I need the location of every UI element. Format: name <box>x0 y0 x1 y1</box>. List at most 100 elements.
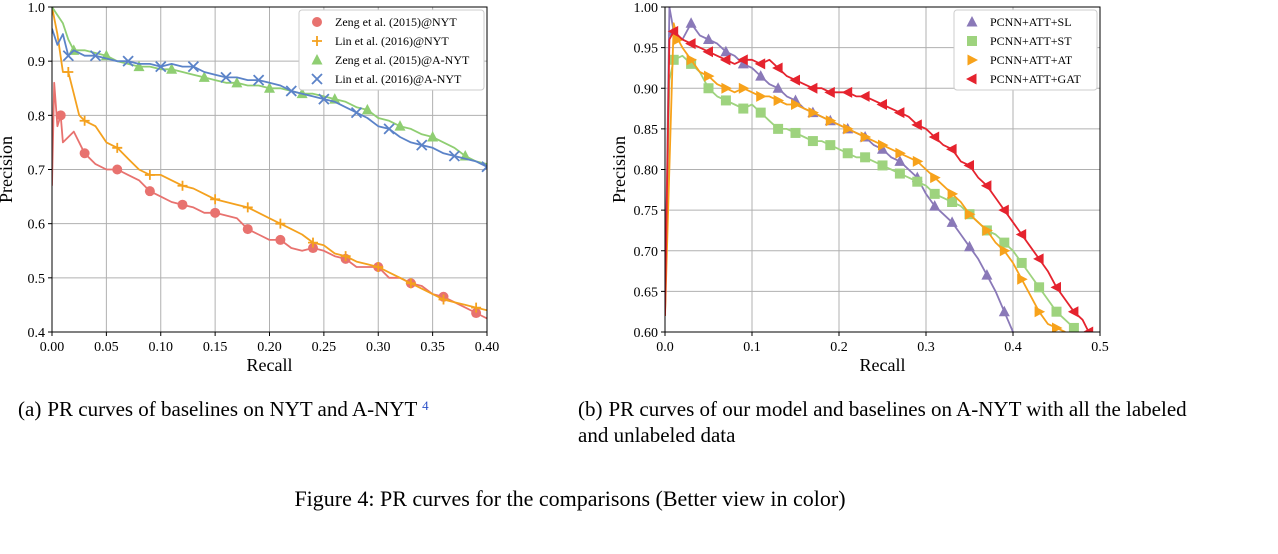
data-point <box>685 17 697 28</box>
data-point <box>947 197 958 207</box>
data-point <box>860 152 871 163</box>
data-point <box>55 110 66 121</box>
data-point <box>1034 306 1046 318</box>
data-point <box>998 305 1010 317</box>
figure-charts: 0.00 0.05 0.10 0.15 0.20 0.25 0.30 0.35 0.400.40… <box>0 1 1109 375</box>
legend: Zeng et al. (2015)@NYT Lin et al. (2016)@… <box>298 9 485 91</box>
data-point <box>825 115 837 127</box>
data-point <box>737 57 749 69</box>
data-point <box>685 38 696 50</box>
data-point <box>471 308 482 319</box>
data-point <box>79 148 90 159</box>
data-point <box>1033 253 1044 265</box>
chart-a: 0.00 0.05 0.10 0.15 0.20 0.25 0.30 0.35 0.40 0.4 0… <box>0 1 499 375</box>
data-point <box>790 127 801 138</box>
y-axis-label: Precision <box>0 136 16 203</box>
data-point <box>929 188 940 199</box>
data-point <box>667 25 679 37</box>
data-point <box>361 103 373 115</box>
data-point <box>427 131 439 142</box>
data-point <box>673 34 685 45</box>
footnote-marker[interactable]: 4 <box>422 398 429 413</box>
data-point <box>999 245 1011 257</box>
data-point <box>841 86 853 98</box>
legend-box <box>953 9 1098 91</box>
data-point <box>703 33 714 44</box>
data-point <box>79 115 90 126</box>
y-tick-label: 0.4 <box>28 326 46 341</box>
data-point <box>789 74 800 86</box>
data-point <box>754 58 766 70</box>
x-tick-label: 0.0 <box>656 340 674 355</box>
x-axis-label: Recall <box>860 355 906 375</box>
plot-area <box>665 7 1094 332</box>
subcaption-a-label: (a) <box>18 397 42 421</box>
data-point <box>112 142 123 153</box>
x-tick-label: 0.30 <box>366 340 391 355</box>
y-tick-label: 0.85 <box>634 123 659 138</box>
data-point <box>878 139 889 151</box>
data-point <box>89 50 102 62</box>
data-point <box>824 86 835 98</box>
data-point <box>772 82 784 93</box>
legend-marker <box>966 73 977 85</box>
y-tick-label: 0.90 <box>634 82 659 97</box>
data-point <box>981 269 993 280</box>
data-point <box>825 140 836 151</box>
data-point <box>808 107 819 119</box>
data-point <box>928 131 940 143</box>
data-point <box>702 46 713 58</box>
legend-marker <box>312 17 322 27</box>
data-point <box>912 176 923 187</box>
data-point <box>893 107 905 119</box>
data-point <box>285 85 297 97</box>
data-point <box>963 159 974 171</box>
data-point <box>686 58 697 69</box>
data-point <box>242 224 253 235</box>
legend-label: Lin et al. (2016)@A-NYT <box>335 72 462 86</box>
legend-marker <box>967 54 978 66</box>
data-point <box>930 172 941 184</box>
axes-frame <box>51 6 488 333</box>
x-tick-label: 0.3 <box>917 340 935 355</box>
data-point <box>894 168 905 179</box>
y-tick-label: 0.95 <box>634 42 659 57</box>
data-point <box>242 202 253 213</box>
data-point <box>877 143 888 154</box>
subcaption-b: (b) PR curves of our model and baselines … <box>578 396 1218 448</box>
y-tick-label: 0.6 <box>28 218 46 233</box>
data-point <box>394 120 406 131</box>
data-point <box>946 216 958 227</box>
data-point <box>947 188 959 200</box>
data-point <box>980 180 992 192</box>
data-point <box>1015 229 1027 240</box>
data-point <box>448 150 461 162</box>
y-tick-label: 0.5 <box>28 272 46 287</box>
data-point <box>308 243 318 254</box>
y-tick-label: 0.60 <box>634 326 659 341</box>
legend-label: PCNN+ATT+GAT <box>990 72 1082 86</box>
x-tick-label: 0.5 <box>1091 340 1109 355</box>
data-point <box>894 155 906 166</box>
data-point <box>876 99 887 110</box>
data-point <box>999 237 1010 248</box>
data-point <box>982 224 993 236</box>
y-tick-label: 0.75 <box>634 204 659 219</box>
data-point <box>929 200 941 211</box>
data-point <box>405 278 416 289</box>
legend-marker <box>311 54 323 65</box>
chart-b: 0.0 0.1 0.2 0.3 0.4 0.5 0.60 0.65 0.70 0.75 0.80 0.… <box>609 1 1109 375</box>
legend-marker <box>312 36 322 46</box>
data-point <box>720 45 732 57</box>
data-point <box>859 90 870 102</box>
data-point <box>144 186 155 197</box>
x-tick-label: 0.00 <box>40 340 65 355</box>
data-point <box>895 147 906 159</box>
data-point <box>686 54 698 66</box>
data-point <box>155 60 167 73</box>
x-tick-label: 0.20 <box>257 340 282 355</box>
legend-marker <box>967 36 977 46</box>
x-tick-label: 0.10 <box>149 340 174 355</box>
data-point <box>703 83 714 94</box>
plot-area <box>52 7 487 320</box>
